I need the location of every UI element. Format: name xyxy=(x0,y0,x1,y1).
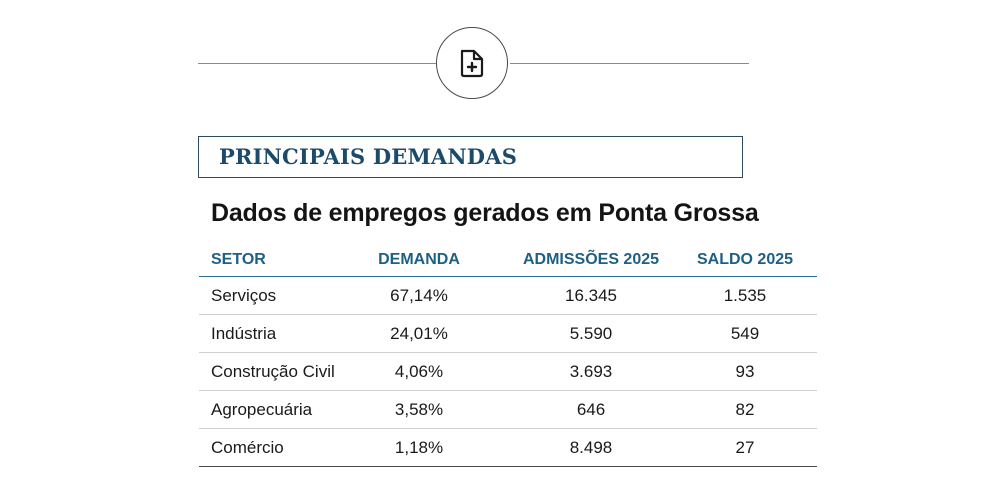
table-row: Agropecuária 3,58% 646 82 xyxy=(199,391,817,429)
table-row: Indústria 24,01% 5.590 549 xyxy=(199,315,817,353)
table-row: Serviços 67,14% 16.345 1.535 xyxy=(199,277,817,315)
table-title: Dados de empregos gerados em Ponta Gross… xyxy=(211,199,759,227)
column-header-admissoes: ADMISSÕES 2025 xyxy=(522,251,660,268)
employment-table: SETOR DEMANDA ADMISSÕES 2025 SALDO 2025 … xyxy=(199,243,817,467)
cell-saldo: 1.535 xyxy=(723,286,767,305)
cell-setor: Comércio xyxy=(211,438,284,457)
cell-setor: Indústria xyxy=(211,324,277,343)
table-header-row: SETOR DEMANDA ADMISSÕES 2025 SALDO 2025 xyxy=(199,243,817,277)
column-header-setor: SETOR xyxy=(211,251,266,268)
section-title-box: PRINCIPAIS DEMANDAS xyxy=(198,136,743,178)
divider-line-left xyxy=(198,63,436,64)
column-header-demanda: DEMANDA xyxy=(378,251,460,268)
cell-admissoes: 16.345 xyxy=(565,286,617,305)
cell-demanda: 4,06% xyxy=(394,362,444,381)
cell-setor: Construção Civil xyxy=(211,362,335,381)
column-header-saldo: SALDO 2025 xyxy=(696,251,794,268)
cell-demanda: 3,58% xyxy=(394,400,444,419)
cell-demanda: 1,18% xyxy=(394,438,444,457)
cell-saldo: 93 xyxy=(735,362,755,381)
section-title: PRINCIPAIS DEMANDAS xyxy=(219,144,518,169)
document-icon-badge xyxy=(436,27,508,99)
cell-saldo: 82 xyxy=(735,400,755,419)
cell-demanda: 67,14% xyxy=(390,286,448,305)
document-plus-icon xyxy=(460,49,484,78)
divider-line-right xyxy=(510,63,749,64)
cell-admissoes: 3.693 xyxy=(569,362,613,381)
cell-demanda: 24,01% xyxy=(390,324,448,343)
cell-setor: Serviços xyxy=(211,286,277,305)
table-row: Construção Civil 4,06% 3.693 93 xyxy=(199,353,817,391)
cell-admissoes: 5.590 xyxy=(569,324,613,343)
cell-setor: Agropecuária xyxy=(211,400,313,419)
table-row: Comércio 1,18% 8.498 27 xyxy=(199,429,817,467)
cell-admissoes: 8.498 xyxy=(569,438,613,457)
cell-saldo: 549 xyxy=(730,324,760,343)
cell-admissoes: 646 xyxy=(576,400,606,419)
cell-saldo: 27 xyxy=(735,438,755,457)
